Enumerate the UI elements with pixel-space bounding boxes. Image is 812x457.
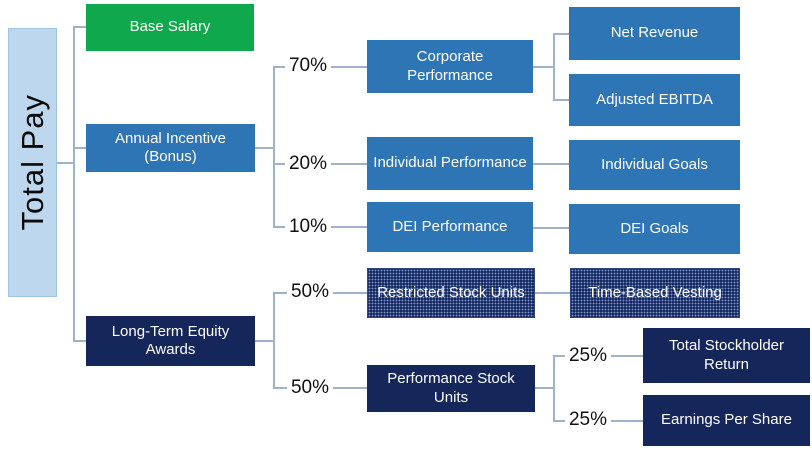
connector-root-stub — [57, 162, 73, 164]
connector-to-dei-goals — [533, 227, 569, 229]
connector-annual-incentive-stub — [255, 147, 273, 149]
connector-lte-stub — [255, 340, 273, 342]
node-dei-goals: DEI Goals — [569, 204, 740, 254]
node-individual-performance: Individual Performance — [367, 137, 533, 190]
node-time-based-vesting: Time-Based Vesting — [570, 268, 740, 318]
connector-to-individual-goals — [533, 163, 569, 165]
percent-label-25-eps: 25% — [564, 409, 612, 431]
connector-trunk-lte — [273, 292, 275, 388]
node-earnings-per-share: Earnings Per Share — [643, 395, 810, 446]
connector-to-annual-incentive — [73, 147, 86, 149]
connector-to-net-revenue — [553, 33, 569, 35]
node-performance-stock-units: Performance Stock Units — [367, 365, 535, 412]
node-total-stockholder-return: Total Stockholder Return — [643, 328, 810, 383]
connector-to-base-salary — [73, 26, 86, 28]
connector-trunk-level1 — [73, 26, 75, 341]
connector-trunk-psu — [553, 355, 555, 421]
percent-label-70: 70% — [284, 55, 332, 77]
percent-label-10: 10% — [284, 216, 332, 238]
node-total-pay: Total Pay — [8, 28, 57, 297]
connector-to-adjusted-ebitda — [553, 99, 569, 101]
node-long-term-equity-awards: Long-Term Equity Awards — [86, 316, 255, 366]
node-corporate-performance: Corporate Performance — [367, 40, 533, 93]
percent-label-50-psu: 50% — [286, 377, 334, 399]
connector-to-time-based-vesting — [535, 292, 570, 294]
connector-trunk-corporate — [553, 33, 555, 100]
total-pay-label: Total Pay — [14, 94, 50, 231]
node-net-revenue: Net Revenue — [569, 7, 740, 60]
percent-label-50-rsu: 50% — [286, 281, 334, 303]
node-restricted-stock-units: Restricted Stock Units — [367, 268, 535, 318]
percent-label-25-tsr: 25% — [564, 345, 612, 367]
node-base-salary: Base Salary — [86, 4, 254, 51]
connector-corporate-stub — [533, 66, 553, 68]
percent-label-20: 20% — [284, 153, 332, 175]
node-annual-incentive: Annual Incentive (Bonus) — [86, 124, 255, 172]
connector-to-long-term-equity — [73, 340, 86, 342]
connector-trunk-annual — [273, 66, 275, 227]
connector-psu-stub — [535, 387, 553, 389]
node-individual-goals: Individual Goals — [569, 140, 740, 190]
node-adjusted-ebitda: Adjusted EBITDA — [569, 74, 740, 126]
node-dei-performance: DEI Performance — [367, 202, 533, 252]
